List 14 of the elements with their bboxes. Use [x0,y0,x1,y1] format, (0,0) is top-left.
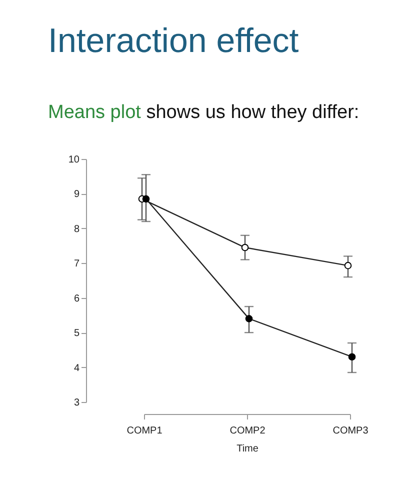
chart-title: Interaction effect [48,22,299,61]
x-tick-label: COMP1 [126,426,163,436]
y-tick-label: 10 [68,154,80,166]
x-tick-label: COMP3 [332,426,369,436]
chart-subtitle: Means plot shows us how they differ: [48,102,360,124]
y-tick-label: 3 [74,398,80,408]
y-tick-label: 8 [74,224,80,235]
x-tick-label: COMP2 [230,426,266,436]
y-tick-label: 7 [74,258,80,270]
x-axis-title: Time [236,444,259,454]
y-tick-label: 4 [74,362,80,374]
y-tick-label: 9 [74,189,80,200]
y-tick-label: 5 [74,328,80,340]
y-tick-label: 6 [74,293,80,304]
